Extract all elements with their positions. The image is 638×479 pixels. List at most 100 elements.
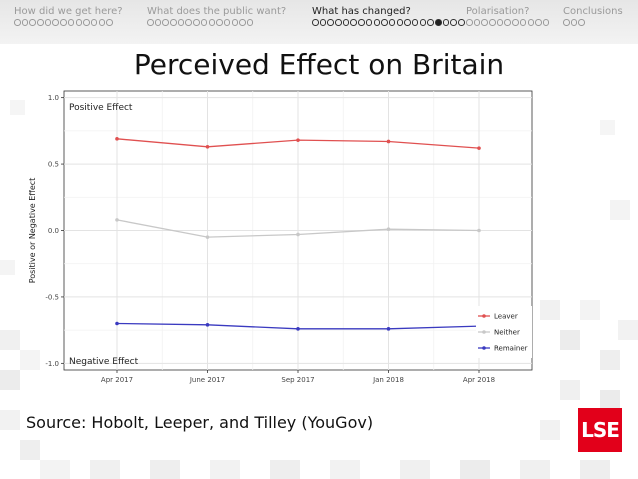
progress-dot[interactable] <box>246 19 254 26</box>
progress-dot[interactable] <box>106 19 113 26</box>
progress-dot[interactable] <box>481 19 488 26</box>
legend-key-point <box>482 330 486 334</box>
progress-dot[interactable] <box>223 19 231 26</box>
y-tick-label: -1.0 <box>45 360 59 368</box>
data-point-neither <box>477 228 481 233</box>
progress-dot[interactable] <box>29 19 36 26</box>
background-square <box>0 370 20 390</box>
progress-dot[interactable] <box>396 19 404 26</box>
progress-dot[interactable] <box>154 19 162 26</box>
progress-dot[interactable] <box>504 19 511 26</box>
nav-section-dots <box>14 19 113 28</box>
progress-dot[interactable] <box>44 19 52 26</box>
progress-dot[interactable] <box>185 19 192 26</box>
progress-dot[interactable] <box>67 19 75 26</box>
background-square <box>40 460 70 479</box>
progress-dot[interactable] <box>21 19 29 26</box>
progress-dot[interactable] <box>473 19 481 26</box>
progress-dot[interactable] <box>98 19 106 26</box>
progress-dot[interactable] <box>216 19 223 26</box>
nav-section-dots <box>466 19 550 28</box>
progress-dot[interactable] <box>14 19 21 26</box>
progress-dot[interactable] <box>365 19 373 26</box>
progress-dot[interactable] <box>419 19 427 26</box>
progress-dot[interactable] <box>350 19 357 26</box>
progress-dot[interactable] <box>75 19 82 26</box>
nav-section-3[interactable]: Polarisation? <box>466 6 530 17</box>
y-tick-label: 1.0 <box>48 94 59 102</box>
progress-dot[interactable] <box>231 19 239 26</box>
progress-dot[interactable] <box>162 19 169 26</box>
background-square <box>0 330 20 350</box>
nav-section-4[interactable]: Conclusions <box>563 6 623 17</box>
progress-dot[interactable] <box>442 19 450 26</box>
progress-dot[interactable] <box>427 19 434 26</box>
data-point-leaver <box>115 137 119 141</box>
progress-dot[interactable] <box>527 19 534 26</box>
background-square <box>210 460 240 479</box>
progress-dot[interactable] <box>177 19 185 26</box>
background-square <box>20 350 40 370</box>
progress-dot[interactable] <box>373 19 380 26</box>
progress-dot[interactable] <box>535 19 542 26</box>
background-square <box>150 460 180 479</box>
background-square <box>0 260 15 275</box>
positive-effect-annotation: Positive Effect <box>69 103 133 113</box>
nav-section-1[interactable]: What does the public want? <box>147 6 287 17</box>
progress-dot[interactable] <box>489 19 496 26</box>
progress-dot[interactable] <box>327 19 334 26</box>
progress-dot[interactable] <box>239 19 246 26</box>
progress-dot[interactable] <box>458 19 465 26</box>
data-point-remainer <box>386 327 391 331</box>
background-square <box>0 410 20 430</box>
background-square <box>610 200 630 220</box>
progress-dot[interactable] <box>542 19 550 26</box>
nav-section-dots <box>563 19 585 28</box>
data-point-leaver <box>477 146 481 150</box>
x-tick-label: Jan 2018 <box>372 376 404 384</box>
progress-dot[interactable] <box>200 19 208 26</box>
progress-dot[interactable] <box>466 19 473 26</box>
progress-dot[interactable] <box>563 19 570 26</box>
negative-effect-annotation: Negative Effect <box>69 357 139 367</box>
progress-dot[interactable] <box>37 19 44 26</box>
progress-dot[interactable] <box>193 19 200 26</box>
progress-dot[interactable] <box>519 19 527 26</box>
progress-dot[interactable] <box>358 19 365 26</box>
progress-dot[interactable] <box>60 19 67 26</box>
progress-dot[interactable] <box>208 19 215 26</box>
progress-dot[interactable] <box>342 19 350 26</box>
legend-label-remainer: Remainer <box>494 345 528 353</box>
progress-dot[interactable] <box>90 19 98 26</box>
background-square <box>400 460 430 479</box>
progress-dot[interactable] <box>435 19 442 26</box>
progress-dot[interactable] <box>170 19 177 26</box>
background-square <box>600 350 620 370</box>
progress-dot[interactable] <box>496 19 504 26</box>
background-square <box>560 330 580 350</box>
progress-dot[interactable] <box>381 19 388 26</box>
progress-dot[interactable] <box>83 19 90 26</box>
background-square <box>540 300 560 320</box>
nav-section-dots <box>312 19 465 28</box>
progress-dot[interactable] <box>404 19 411 26</box>
nav-section-2[interactable]: What has changed? <box>312 6 411 17</box>
progress-dot[interactable] <box>512 19 519 26</box>
background-square <box>600 120 615 135</box>
progress-dot[interactable] <box>312 19 319 26</box>
data-point-neither <box>296 232 300 237</box>
progress-dot[interactable] <box>335 19 342 26</box>
progress-dot[interactable] <box>450 19 457 26</box>
progress-dot[interactable] <box>578 19 585 26</box>
progress-dot[interactable] <box>52 19 59 26</box>
progress-dot[interactable] <box>388 19 396 26</box>
progress-dot[interactable] <box>570 19 578 26</box>
progress-dot[interactable] <box>147 19 154 26</box>
progress-dot[interactable] <box>319 19 327 26</box>
y-tick-label: 0.5 <box>48 161 59 169</box>
background-square <box>460 460 490 479</box>
background-square <box>560 380 580 400</box>
nav-section-0[interactable]: How did we get here? <box>14 6 123 17</box>
progress-dot[interactable] <box>411 19 419 26</box>
